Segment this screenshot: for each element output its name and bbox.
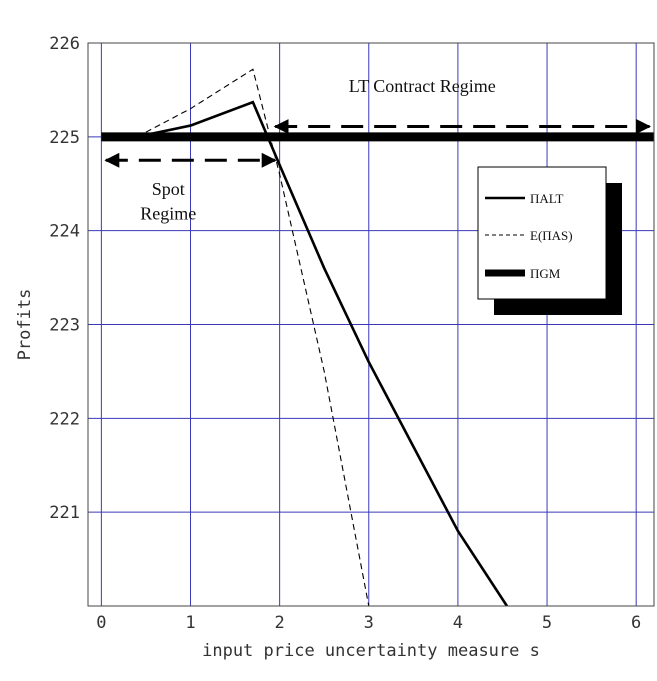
y-axis-title: Profits bbox=[15, 289, 35, 361]
x-axis-title: input price uncertainty measure s bbox=[202, 641, 540, 661]
series-line-0 bbox=[136, 100, 509, 606]
x-tick-label: 0 bbox=[96, 613, 106, 633]
legend-label-2: ΠGM bbox=[530, 266, 561, 281]
series-layer bbox=[101, 68, 654, 606]
regime-arrows bbox=[104, 119, 652, 168]
y-tick-label: 225 bbox=[49, 128, 80, 148]
annotation-0: LT Contract Regime bbox=[349, 76, 496, 96]
grid-lines bbox=[88, 42, 654, 606]
legend-label-1: E(ΠAS) bbox=[530, 228, 573, 243]
y-tick-label: 226 bbox=[49, 34, 80, 54]
series-line-1 bbox=[136, 68, 370, 606]
x-tick-label: 1 bbox=[185, 613, 195, 633]
x-tick-label: 3 bbox=[364, 613, 374, 633]
y-tick-label: 221 bbox=[49, 503, 80, 523]
annotations: LT Contract Regime Spot Regime bbox=[140, 76, 496, 224]
y-tick-label: 224 bbox=[49, 222, 80, 242]
legend-box bbox=[477, 166, 607, 300]
x-tick-label: 2 bbox=[275, 613, 285, 633]
tick-labels: 0 1 2 3 4 5 6 221 222 223 224 225 226 bbox=[49, 34, 641, 633]
annotation-2: Regime bbox=[140, 203, 196, 223]
x-tick-label: 6 bbox=[631, 613, 641, 633]
x-tick-label: 5 bbox=[542, 613, 552, 633]
annotation-1: Spot bbox=[152, 179, 185, 199]
y-tick-label: 223 bbox=[49, 316, 80, 336]
plot-frame bbox=[87, 42, 655, 607]
x-tick-label: 4 bbox=[453, 613, 463, 633]
y-tick-label: 222 bbox=[49, 409, 80, 429]
legend: ΠALT E(ΠAS) ΠGM bbox=[477, 166, 622, 315]
legend-label-0: ΠALT bbox=[530, 191, 564, 206]
